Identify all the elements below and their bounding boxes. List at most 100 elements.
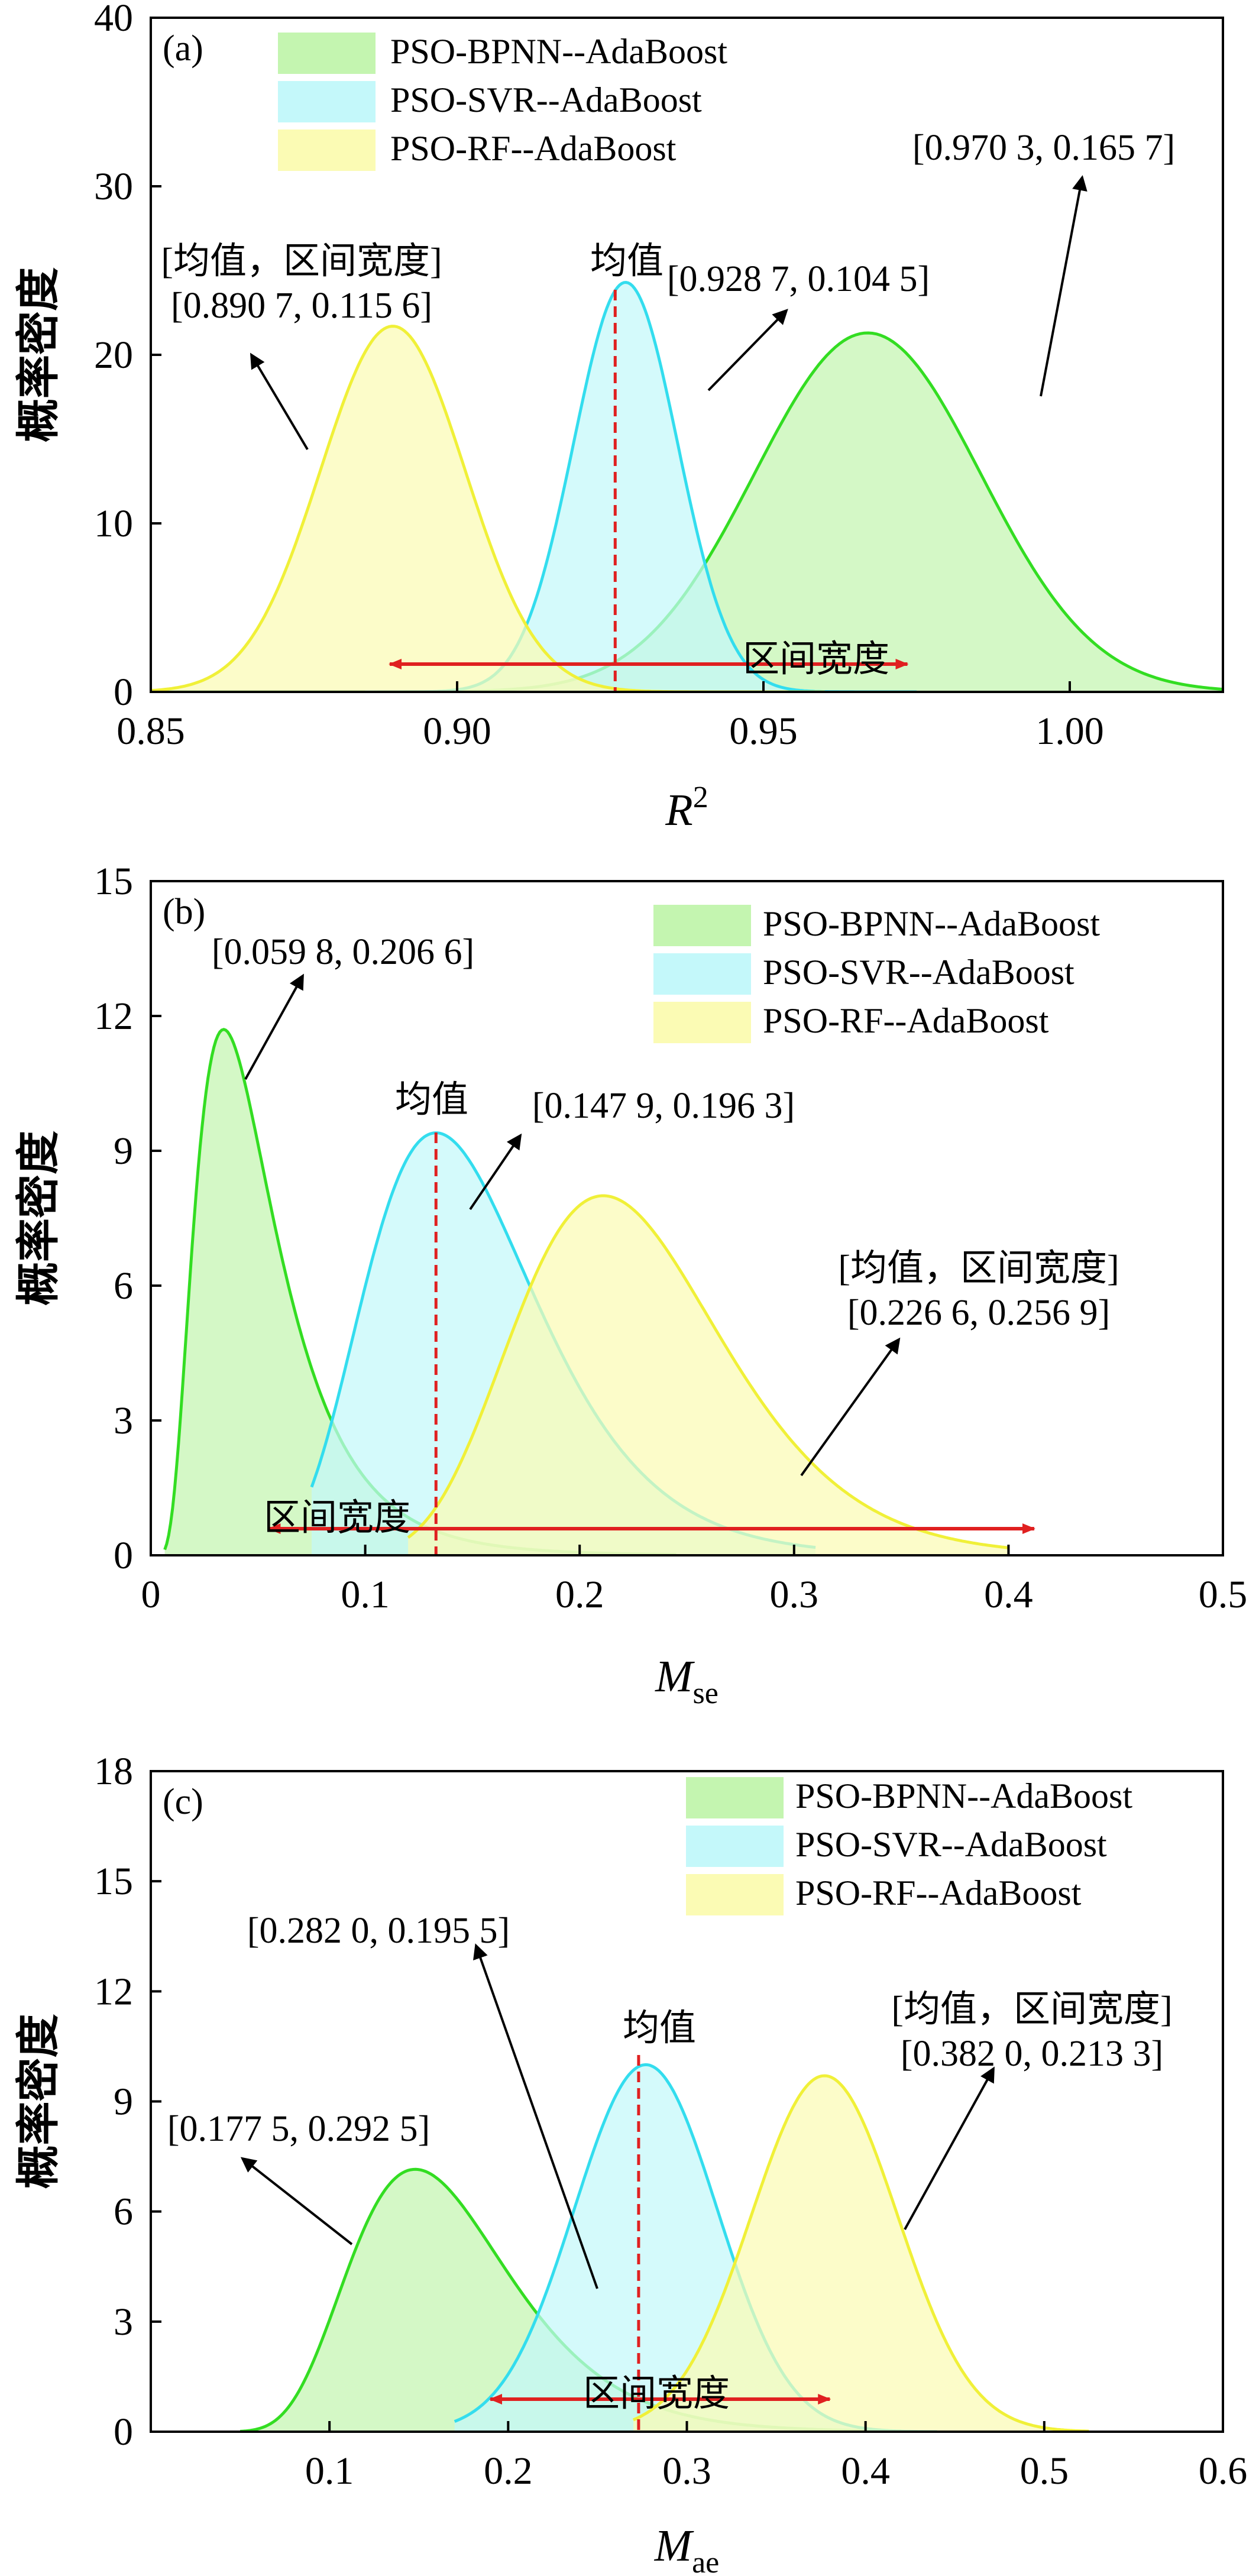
panel-b: 0 0.1 0.2 0.3 0.4 0.5 0 3 6 9 12 15 (b) 概率密度 Mse PSO-BP…: [15, 860, 1247, 1710]
x-tick-label: 0.2: [484, 2449, 533, 2493]
annotation-text: [均值，区间宽度]: [838, 1248, 1119, 1289]
y-tick-label: 0: [114, 671, 133, 714]
y-tick-label: 10: [94, 502, 133, 545]
legend-swatch-2: [686, 1874, 784, 1915]
plot-area: [239, 2063, 1089, 2432]
x-tick-label: 0.6: [1199, 2449, 1248, 2493]
y-tick-label: 18: [94, 1750, 133, 1793]
series-area-0: [164, 1029, 677, 1555]
annotation-text: [0.928 7, 0.104 5]: [667, 259, 930, 299]
legend-label-2: PSO-RF--AdaBoost: [795, 1873, 1082, 1912]
x-tick-label: 0: [141, 1573, 161, 1616]
annotation-text: [0.282 0, 0.195 5]: [247, 1911, 510, 1951]
y-tick-label: 9: [114, 2080, 133, 2124]
annotation-text: [均值，区间宽度]: [161, 241, 442, 281]
annotation-0: [0.282 0, 0.195 5]: [247, 1911, 598, 2289]
x-tick-label: 0.1: [305, 2449, 354, 2493]
y-tick-label: 6: [114, 1264, 133, 1308]
annotation-3: [0.177 5, 0.292 5]: [167, 2109, 430, 2245]
annotation-0: [0.059 8, 0.206 6]: [212, 932, 474, 1080]
annotation-text: [0.177 5, 0.292 5]: [167, 2109, 430, 2149]
annotation-2: [0.928 7, 0.104 5]: [667, 259, 930, 391]
legend-swatch-1: [686, 1826, 784, 1867]
x-tick-label: 0.95: [729, 710, 798, 753]
legend-swatch-1: [653, 953, 751, 995]
panel-tag: (a): [163, 28, 203, 69]
series-area-0: [240, 2169, 902, 2432]
legend-label-0: PSO-BPNN--AdaBoost: [795, 1776, 1132, 1816]
annotation-4: 区间宽度: [583, 2374, 730, 2414]
annotation-arrow: [250, 352, 309, 451]
series-area-1: [454, 2064, 937, 2432]
y-tick-label: 40: [94, 0, 133, 40]
y-tick-label: 6: [114, 2190, 133, 2234]
x-tick-label: 0.3: [662, 2449, 711, 2493]
y-tick-label: 12: [94, 995, 133, 1038]
x-tick-label: 0.5: [1199, 1573, 1248, 1616]
annotation-arrow: [904, 2066, 995, 2230]
y-tick-label: 0: [114, 2410, 133, 2454]
panel-tag: (c): [163, 1782, 203, 1822]
legend-swatch-2: [653, 1002, 751, 1043]
x-tick-label: 0.4: [984, 1573, 1033, 1616]
y-tick-label: 15: [94, 1860, 133, 1903]
x-axis-label: R2: [665, 781, 708, 835]
annotation-1: 均值: [623, 2008, 696, 2048]
y-tick-label: 0: [114, 1534, 133, 1577]
legend-label-1: PSO-SVR--AdaBoost: [795, 1825, 1107, 1864]
annotation-text: 均值: [395, 1080, 468, 1120]
x-tick-label: 0.4: [841, 2449, 890, 2493]
y-tick-label: 20: [94, 334, 133, 377]
series-area-0: [151, 333, 1223, 692]
y-tick-label: 3: [114, 2300, 133, 2344]
series-area-2: [408, 1196, 1009, 1555]
series-area-2: [633, 2076, 1089, 2432]
x-axis-label: Mse: [655, 1652, 718, 1710]
legend-swatch-0: [653, 905, 751, 946]
annotation-3: [均值，区间宽度][0.226 6, 0.256 9]: [800, 1248, 1119, 1477]
series-area-1: [312, 1132, 816, 1555]
annotation-2: [0.147 9, 0.196 3]: [469, 1086, 795, 1211]
annotation-4: 区间宽度: [264, 1498, 410, 1538]
series-area-1: [365, 282, 917, 692]
annotation-arrow: [707, 309, 788, 391]
annotation-3: [0.970 3, 0.165 7]: [912, 128, 1175, 397]
legend-swatch-0: [686, 1777, 784, 1818]
annotation-0: [均值，区间宽度] [0.890 7, 0.115 6]: [161, 241, 442, 451]
y-axis-label: 概率密度: [15, 1131, 63, 1306]
legend-label-2: PSO-RF--AdaBoost: [763, 1001, 1049, 1040]
annotation-1: 均值: [395, 1080, 468, 1120]
x-tick-label: 0.90: [423, 710, 491, 753]
series-line-2: [632, 2074, 1089, 2432]
y-tick-label: 3: [114, 1399, 133, 1442]
legend-swatch-0: [278, 33, 376, 74]
legend: PSO-BPNN--AdaBoost PSO-SVR--AdaBoost PSO-R…: [653, 904, 1100, 1043]
annotation-2: [均值，区间宽度][0.382 0, 0.213 3]: [891, 1989, 1173, 2230]
annotation-text: [0.382 0, 0.213 3]: [901, 2034, 1163, 2074]
annotation-arrow: [473, 1943, 598, 2289]
annotation-text: [0.970 3, 0.165 7]: [912, 128, 1175, 168]
x-tick-label: 0.85: [116, 710, 185, 753]
legend: PSO-BPNN--AdaBoost PSO-SVR--AdaBoost PSO-R…: [278, 32, 727, 171]
annotation-text: [0.890 7, 0.115 6]: [171, 286, 432, 326]
legend-label-1: PSO-SVR--AdaBoost: [763, 953, 1074, 992]
annotation-text: [0.059 8, 0.206 6]: [212, 932, 474, 972]
y-tick-label: 9: [114, 1130, 133, 1173]
annotation-arrow: [469, 1133, 522, 1211]
annotation-text: [0.147 9, 0.196 3]: [532, 1086, 795, 1126]
annotation-arrow: [244, 973, 304, 1080]
annotation-text: 区间宽度: [264, 1498, 410, 1538]
y-axis-label: 概率密度: [15, 267, 63, 442]
panel-c: 0.1 0.2 0.3 0.4 0.5 0.6 0 3 6 9 12 15 18 (c) 概率密度 Mae PS…: [15, 1750, 1247, 2576]
y-axis-label: 概率密度: [15, 2014, 63, 2189]
legend-label-0: PSO-BPNN--AdaBoost: [763, 904, 1100, 943]
annotation-4: 区间宽度: [743, 639, 889, 679]
annotation-1: 均值: [590, 241, 664, 281]
plot-area: [151, 280, 1223, 692]
y-tick-label: 12: [94, 1970, 133, 2013]
legend-label-2: PSO-RF--AdaBoost: [390, 129, 677, 168]
annotation-arrow: [240, 2157, 353, 2245]
y-tick-label: 15: [94, 860, 133, 903]
y-tick-label: 30: [94, 165, 133, 208]
panel-tag: (b): [163, 892, 205, 932]
